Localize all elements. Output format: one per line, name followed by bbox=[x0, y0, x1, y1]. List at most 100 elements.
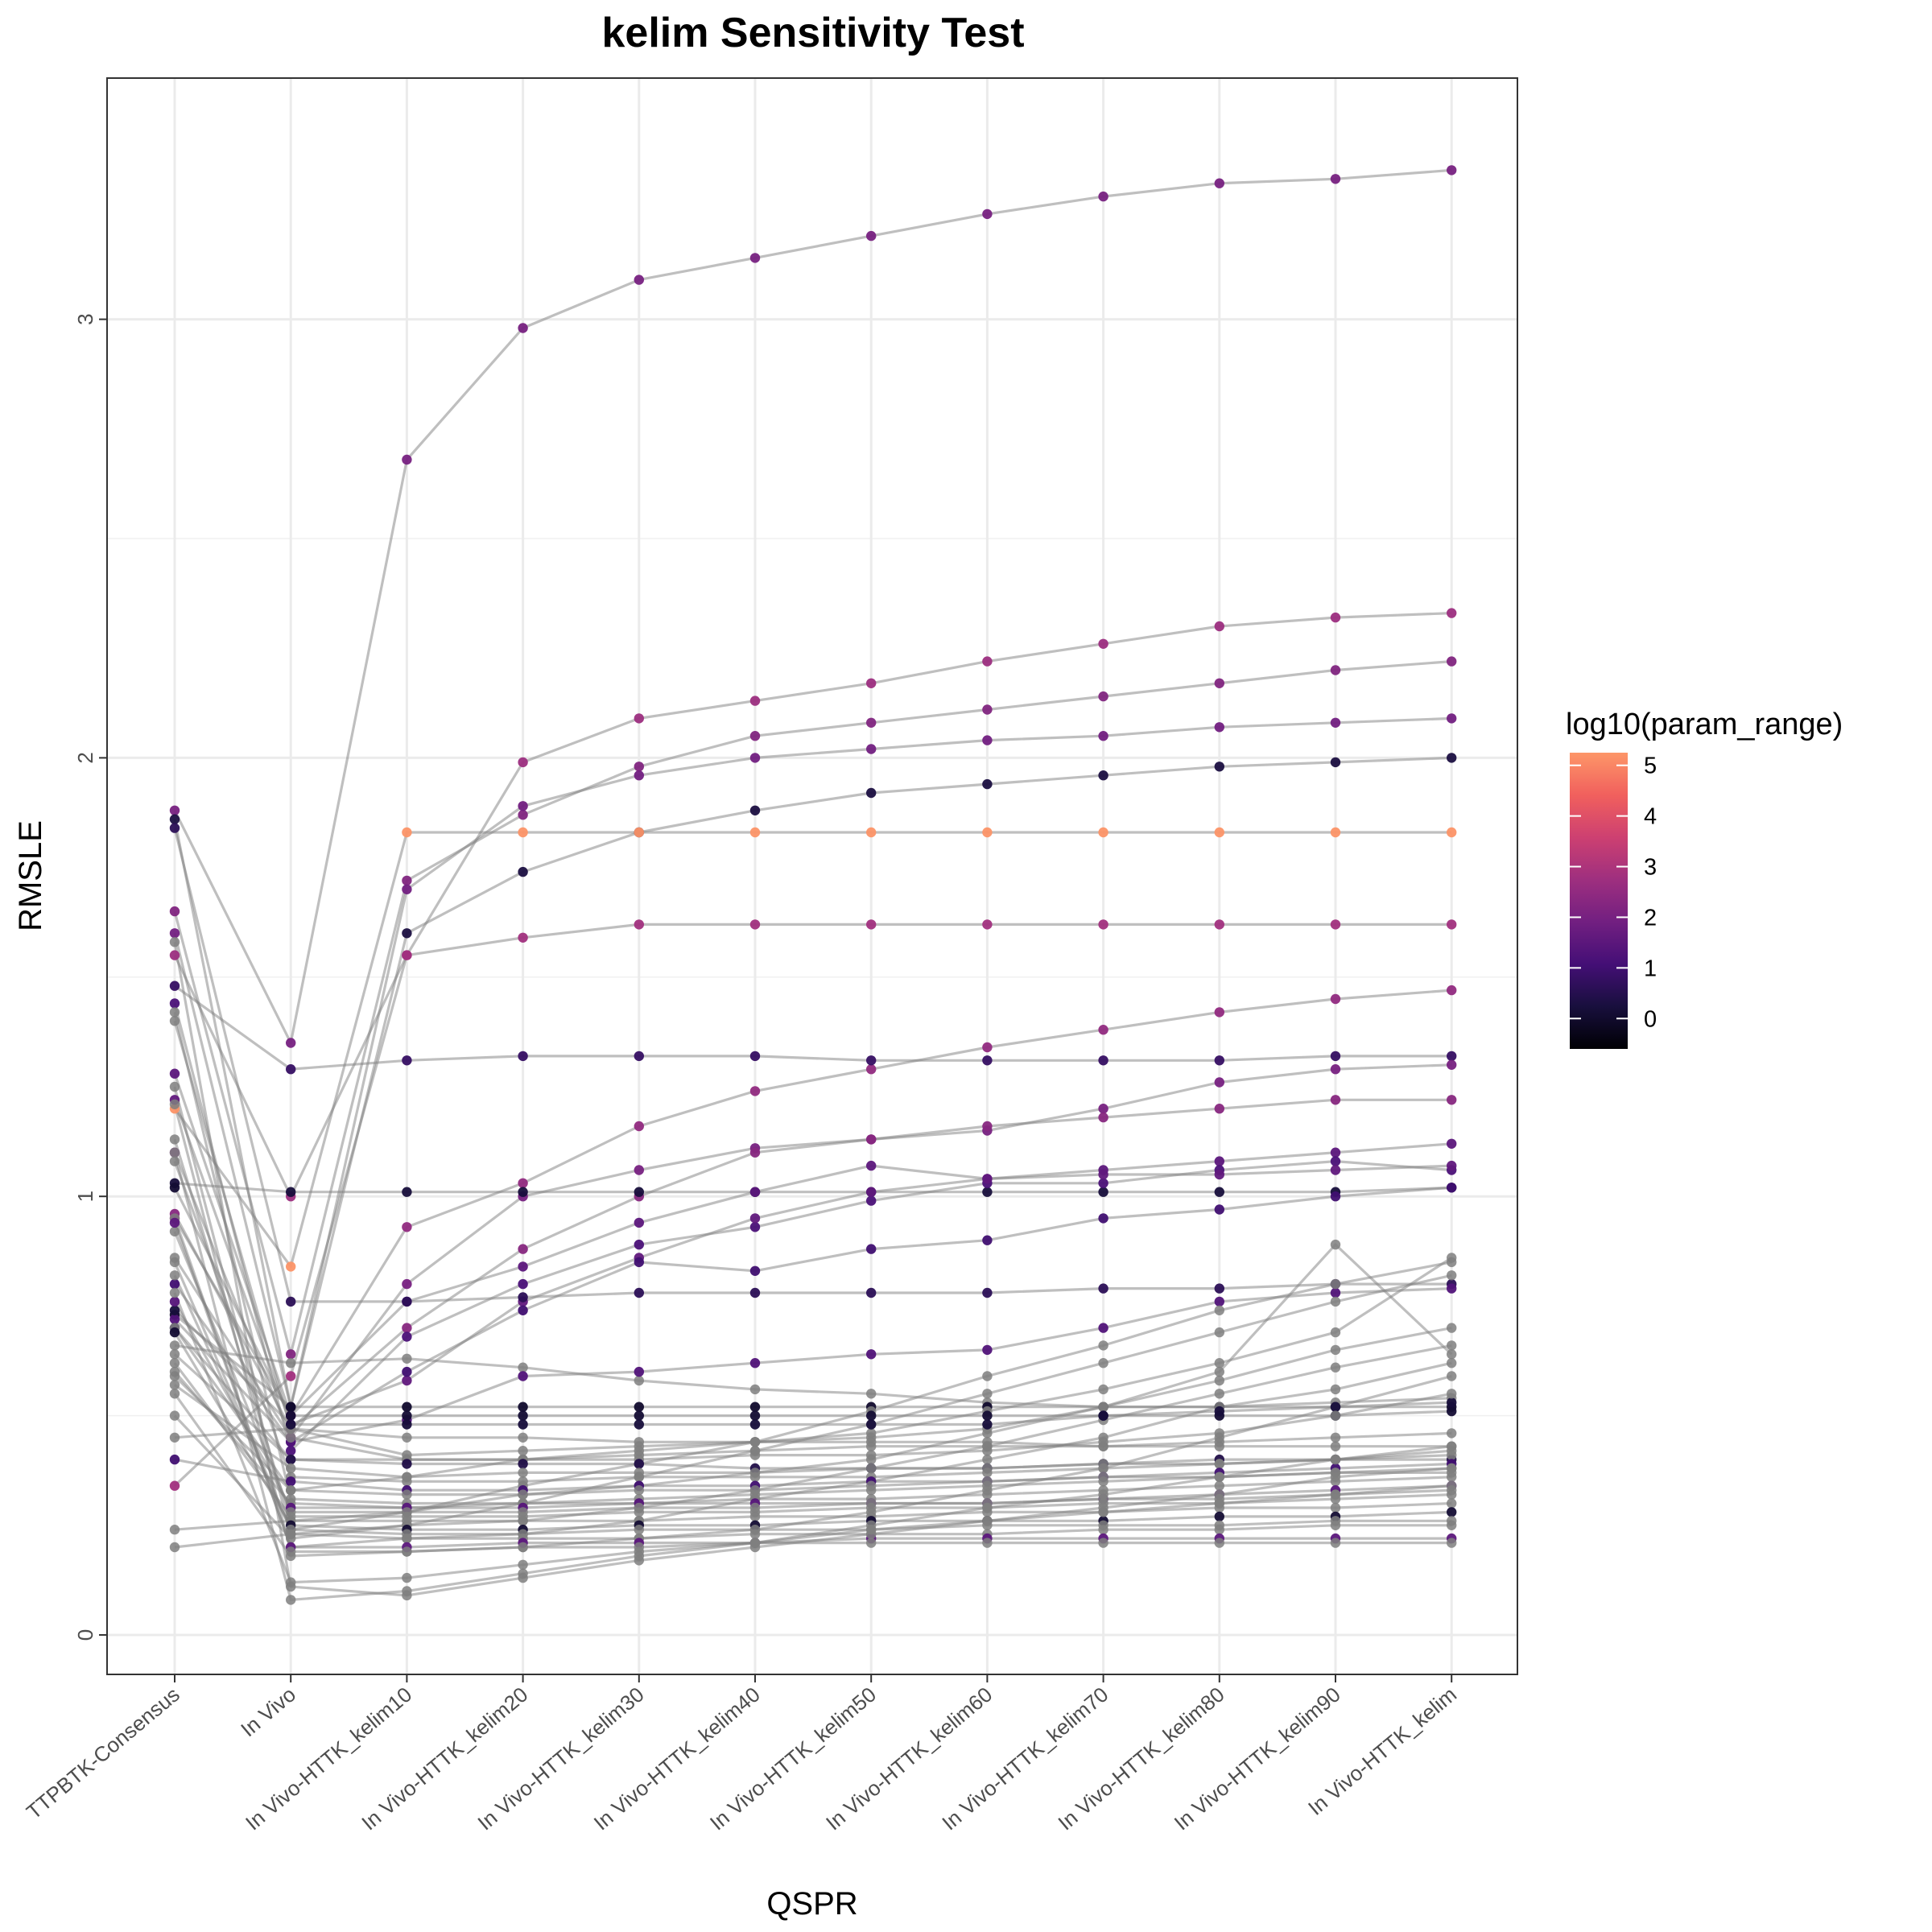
data-point bbox=[634, 827, 644, 838]
data-point bbox=[1330, 1432, 1341, 1443]
data-point bbox=[1214, 1296, 1225, 1307]
data-point bbox=[1447, 1520, 1457, 1531]
data-point bbox=[286, 1581, 296, 1592]
data-point bbox=[286, 1463, 296, 1474]
data-point bbox=[1214, 1538, 1225, 1548]
data-point bbox=[982, 1446, 993, 1456]
data-point bbox=[1214, 1480, 1225, 1491]
data-point bbox=[982, 1489, 993, 1500]
data-point bbox=[1098, 1283, 1108, 1294]
data-point bbox=[518, 1261, 528, 1272]
data-point bbox=[982, 208, 993, 220]
data-point bbox=[1098, 770, 1108, 781]
data-point bbox=[1330, 1287, 1341, 1298]
data-point bbox=[1447, 1489, 1457, 1500]
data-point bbox=[634, 1419, 644, 1430]
data-point bbox=[1098, 691, 1108, 702]
data-point bbox=[1214, 762, 1225, 772]
data-point bbox=[1214, 1283, 1225, 1294]
data-point bbox=[1214, 1459, 1225, 1469]
data-point bbox=[1214, 1204, 1225, 1215]
series-line bbox=[174, 1458, 1452, 1492]
data-point bbox=[749, 1265, 761, 1277]
data-point bbox=[518, 1559, 528, 1571]
data-point bbox=[1447, 1059, 1457, 1071]
data-point bbox=[1330, 1296, 1341, 1307]
data-point bbox=[1447, 827, 1457, 838]
series-line bbox=[173, 612, 1452, 1198]
data-point bbox=[1447, 1507, 1457, 1517]
data-point bbox=[749, 1410, 761, 1421]
data-point bbox=[1098, 1402, 1108, 1412]
data-point bbox=[1447, 165, 1457, 175]
y-tick-label: 0 bbox=[73, 1629, 97, 1641]
data-point bbox=[169, 998, 180, 1009]
series-line bbox=[173, 1073, 1452, 1418]
series-line bbox=[173, 941, 1452, 1597]
plot-border bbox=[106, 77, 1518, 1675]
data-point bbox=[518, 810, 528, 820]
data-point bbox=[402, 827, 412, 838]
data-point bbox=[1447, 1498, 1457, 1509]
data-point bbox=[1330, 1064, 1341, 1075]
data-point bbox=[866, 919, 877, 930]
data-point bbox=[518, 1468, 528, 1478]
data-point bbox=[634, 1287, 644, 1298]
data-point bbox=[169, 1253, 180, 1263]
data-point bbox=[169, 1380, 180, 1390]
data-point bbox=[402, 1222, 412, 1232]
data-point bbox=[982, 1187, 993, 1197]
data-point bbox=[634, 1366, 644, 1377]
series-line bbox=[174, 1327, 1452, 1457]
data-point bbox=[518, 1402, 528, 1412]
data-point bbox=[634, 1217, 644, 1228]
data-point bbox=[169, 823, 180, 833]
series-line bbox=[173, 1063, 1452, 1439]
data-point bbox=[402, 1419, 412, 1430]
data-point bbox=[1214, 1472, 1225, 1483]
data-point bbox=[169, 1270, 180, 1281]
data-point bbox=[518, 1446, 528, 1456]
data-point bbox=[1214, 1389, 1225, 1399]
data-point bbox=[1447, 1441, 1457, 1451]
data-point bbox=[402, 884, 412, 895]
legend-tick-label: 1 bbox=[1644, 956, 1657, 981]
data-point bbox=[1214, 1077, 1225, 1088]
data-point bbox=[518, 1542, 528, 1553]
data-point bbox=[749, 1402, 761, 1412]
data-point bbox=[518, 1432, 528, 1443]
data-point bbox=[1330, 993, 1341, 1005]
data-point bbox=[169, 1366, 180, 1377]
data-point bbox=[1330, 1472, 1341, 1483]
data-point bbox=[634, 1402, 644, 1412]
data-point bbox=[1330, 1384, 1341, 1395]
data-point bbox=[1098, 827, 1108, 838]
data-point bbox=[1447, 1428, 1457, 1439]
data-point bbox=[518, 1244, 528, 1254]
data-point bbox=[1330, 1191, 1341, 1202]
data-point bbox=[866, 1349, 877, 1360]
data-point bbox=[866, 1160, 877, 1171]
data-point bbox=[1330, 919, 1341, 930]
data-point bbox=[402, 1459, 412, 1469]
series-line bbox=[173, 1098, 1452, 1430]
data-point bbox=[634, 1472, 644, 1483]
data-point bbox=[634, 1410, 644, 1421]
data-point bbox=[982, 1502, 993, 1513]
data-point bbox=[1330, 1327, 1341, 1338]
data-point bbox=[749, 1086, 761, 1096]
data-point bbox=[634, 770, 644, 781]
data-point bbox=[1330, 1362, 1341, 1373]
data-point bbox=[518, 1305, 528, 1316]
data-point bbox=[866, 827, 877, 838]
data-point bbox=[982, 1042, 993, 1053]
data-point bbox=[169, 1349, 180, 1360]
data-point bbox=[518, 1362, 528, 1373]
data-point bbox=[518, 757, 528, 768]
data-point bbox=[634, 275, 644, 285]
data-point bbox=[1214, 1525, 1225, 1535]
series-line bbox=[173, 1003, 1452, 1452]
data-point bbox=[1214, 1104, 1225, 1114]
data-point bbox=[1098, 638, 1108, 649]
